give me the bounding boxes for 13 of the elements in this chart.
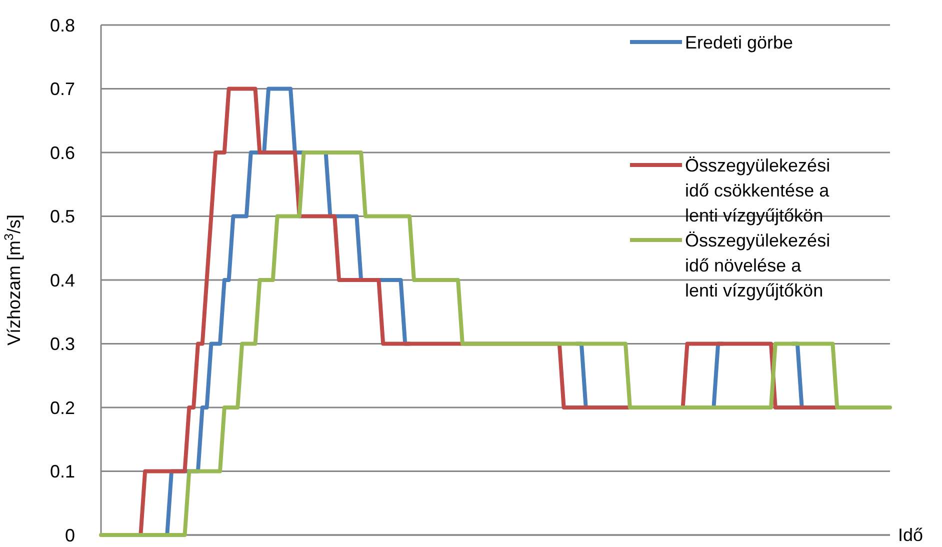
y-tick-label: 0.1	[50, 462, 75, 482]
y-tick-label: 0.5	[50, 206, 75, 227]
legend-label: Eredeti görbe	[685, 32, 794, 52]
legend-label: Összegyülekezési idő csökkentése a lenti vízgyűjtőkön	[685, 155, 830, 226]
x-axis-title: Idő	[898, 525, 924, 545]
y-tick-label: 0	[64, 525, 75, 546]
y-tick-label: 0.2	[50, 398, 75, 418]
y-tick-label: 0.7	[50, 79, 75, 100]
y-tick-label: 0.8	[50, 15, 75, 36]
y-tick-label: 0.4	[50, 270, 75, 290]
y-tick-label: 0.3	[50, 334, 75, 354]
legend-label: Összegyülekezési idő növelése a lenti vízgyűjtőkön	[685, 230, 830, 301]
y-tick-label: 0.6	[50, 142, 75, 163]
